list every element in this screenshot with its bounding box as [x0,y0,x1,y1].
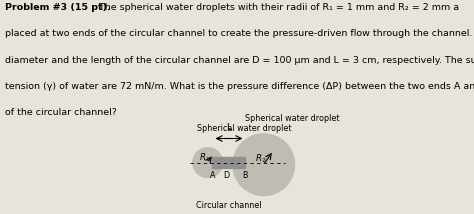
Text: tension (γ) of water are 72 mN/m. What is the pressure difference (ΔP) between t: tension (γ) of water are 72 mN/m. What i… [5,82,474,91]
Text: $R_2$: $R_2$ [255,153,267,165]
Text: L: L [226,123,231,132]
Text: The spherical water droplets with their radii of R₁ = 1 mm and R₂ = 2 mm a: The spherical water droplets with their … [96,3,459,12]
Text: D: D [224,171,230,180]
Text: $R_1$: $R_1$ [199,152,210,164]
Text: diameter and the length of the circular channel are D = 100 μm and L = 3 cm, res: diameter and the length of the circular … [5,56,474,65]
Text: A: A [210,171,215,180]
Text: Spherical water droplet: Spherical water droplet [245,114,339,123]
Circle shape [193,148,223,178]
Text: B: B [243,171,248,180]
Text: of the circular channel?: of the circular channel? [5,108,117,117]
Circle shape [233,134,294,196]
Text: Spherical water droplet: Spherical water droplet [198,124,292,133]
Bar [212,157,245,168]
Text: Problem #3 (15 pt).: Problem #3 (15 pt). [5,3,110,12]
Text: placed at two ends of the circular channel to create the pressure-driven flow th: placed at two ends of the circular chann… [5,30,474,39]
Text: Circular channel: Circular channel [196,201,262,210]
